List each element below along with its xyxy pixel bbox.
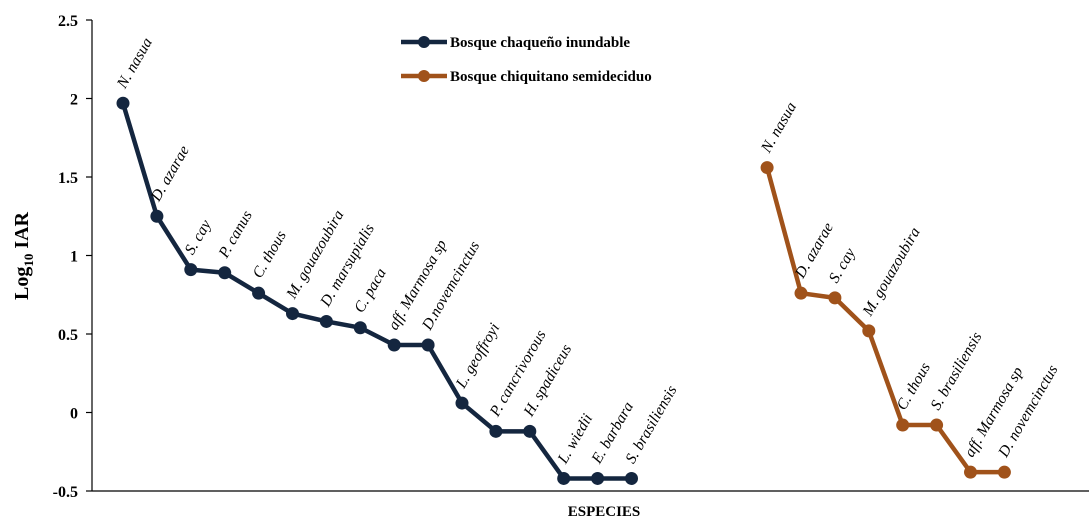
y-tick-label: -0.5 — [53, 484, 78, 501]
data-point — [794, 286, 808, 300]
y-tick-label: 1 — [70, 249, 78, 266]
legend: Bosque chaqueño inundable Bosque chiquita… — [401, 35, 652, 85]
data-point — [523, 424, 537, 438]
data-point — [252, 286, 266, 300]
data-point — [387, 338, 401, 352]
data-point — [421, 338, 435, 352]
data-point — [828, 291, 842, 305]
data-point — [557, 471, 571, 485]
legend-label: Bosque chaqueño inundable — [450, 35, 630, 51]
point-label: C. paca — [351, 265, 390, 315]
y-axis-title-main: Log — [11, 267, 33, 300]
data-point — [760, 161, 774, 175]
data-point — [862, 324, 876, 338]
series-line — [764, 166, 1005, 475]
series-line — [120, 102, 632, 481]
data-point — [218, 266, 232, 280]
point-label: S. cay — [182, 217, 215, 258]
data-point — [286, 307, 299, 321]
data-point — [184, 263, 198, 277]
data-point — [353, 321, 367, 335]
data-point — [997, 465, 1011, 479]
legend-item-1: Bosque chaqueño inundable — [401, 35, 630, 51]
data-point — [591, 471, 605, 485]
y-axis: -0.5 0 0.5 1 1.5 2 2.5 — [53, 13, 93, 501]
x-axis-title: ESPECIES — [568, 504, 641, 520]
point-label: N. nasua — [113, 35, 156, 92]
y-tick-label: 2 — [70, 92, 78, 109]
data-point — [930, 418, 944, 432]
y-axis-title-subscript: 10 — [21, 254, 36, 267]
data-point — [116, 96, 130, 110]
data-point — [964, 465, 977, 479]
data-point — [319, 314, 333, 328]
point-label: P. canus — [215, 208, 256, 262]
data-point — [455, 396, 469, 410]
point-label: N. nasua — [757, 99, 800, 156]
legend-swatch-marker — [418, 36, 430, 48]
y-axis-title-rest: IAR — [11, 211, 33, 253]
point-label: L. geoffroyi — [452, 320, 503, 392]
data-point — [896, 418, 910, 432]
legend-label: Bosque chiquitano semideciduo — [450, 69, 652, 85]
data-point — [489, 424, 503, 438]
legend-item-2: Bosque chiquitano semideciduo — [401, 69, 652, 85]
y-tick-label: 0 — [70, 406, 78, 423]
point-label: S. cay — [826, 245, 859, 286]
point-label: S. brasiliensis — [622, 383, 680, 467]
y-tick-label: 1.5 — [58, 170, 78, 187]
data-point — [625, 471, 638, 485]
y-tick-label: 0.5 — [58, 327, 78, 344]
point-label: S. brasiliensis — [927, 329, 985, 413]
data-point — [150, 209, 164, 223]
y-axis-title: Log10 IAR — [11, 211, 36, 300]
point-label: M. gouazoubira — [859, 224, 924, 319]
y-tick-label: 2.5 — [58, 13, 78, 30]
point-label: D. azarae — [147, 143, 193, 205]
point-label: C. thous — [249, 228, 290, 281]
legend-swatch-marker — [418, 70, 430, 82]
